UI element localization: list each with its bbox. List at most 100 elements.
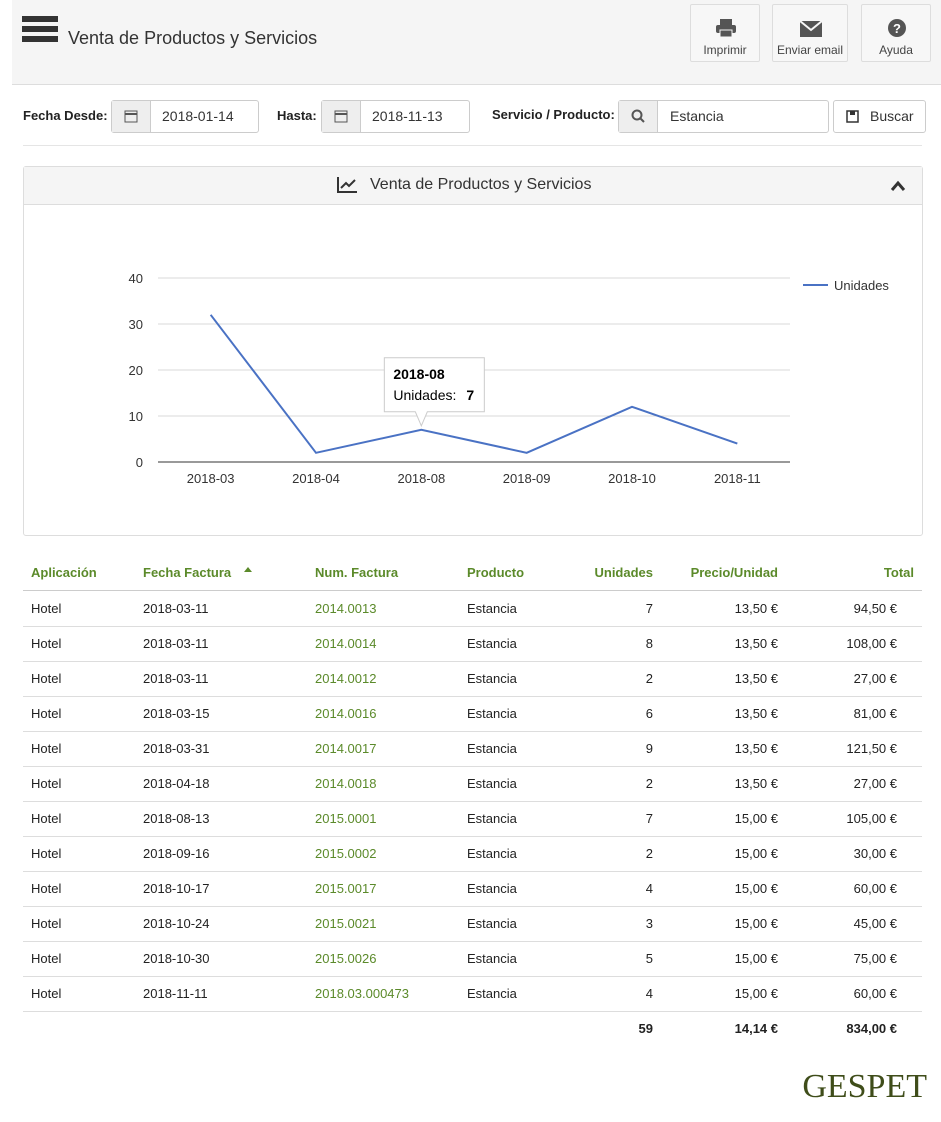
- button-label: Imprimir: [703, 43, 747, 57]
- date-input[interactable]: 2018-11-13: [321, 100, 470, 133]
- total-cell: 834,00 €: [846, 1021, 897, 1036]
- column-header[interactable]: Fecha Factura: [143, 565, 232, 580]
- table-cell: Hotel: [31, 811, 62, 826]
- chart: 0 10 20 30 40 2018-03 2018-04 2018-08 2018-09 201…: [129, 271, 890, 486]
- table-cell: 2: [645, 671, 653, 686]
- x-tick-label: 2018-03: [187, 471, 235, 486]
- invoice-link[interactable]: 2014.0013: [315, 601, 377, 616]
- invoice-link[interactable]: 2014.0016: [315, 706, 377, 721]
- table-cell: 8: [645, 636, 653, 651]
- print-button[interactable]: Imprimir: [690, 4, 760, 62]
- app-icon: [22, 16, 58, 42]
- invoice-link[interactable]: 2015.0001: [315, 811, 377, 826]
- table-cell: 27,00 €: [853, 776, 897, 791]
- table-cell: 15,00 €: [734, 951, 778, 966]
- table-cell: 15,00 €: [734, 916, 778, 931]
- x-tick-label: 2018-08: [397, 471, 445, 486]
- total-cell: 59: [638, 1021, 653, 1036]
- button-label: Enviar email: [776, 43, 844, 57]
- invoice-link[interactable]: 2014.0014: [315, 636, 377, 651]
- button-label: Buscar: [870, 108, 914, 124]
- table-cell: Hotel: [31, 776, 62, 791]
- table-cell: 15,00 €: [734, 846, 778, 861]
- table-cell: Hotel: [31, 671, 62, 686]
- table-cell: 81,00 €: [853, 706, 897, 721]
- x-tick-label: 2018-04: [292, 471, 340, 486]
- table-cell: 27,00 €: [853, 671, 897, 686]
- row-divider: [23, 590, 922, 591]
- table-cell: Hotel: [31, 636, 62, 651]
- panel-heading: [24, 167, 922, 205]
- logo: GESPET: [802, 1068, 927, 1105]
- button-label: Ayuda: [879, 43, 913, 57]
- email-button[interactable]: Enviar email: [772, 4, 848, 62]
- table-cell: Estancia: [467, 986, 517, 1001]
- table-cell: Estancia: [467, 916, 517, 931]
- table-cell: Estancia: [467, 671, 517, 686]
- table-cell: 2018-03-11: [143, 671, 209, 686]
- invoice-link[interactable]: 2015.0017: [315, 881, 377, 896]
- row-divider: [23, 871, 922, 872]
- row-divider: [23, 906, 922, 907]
- table-cell: 4: [645, 986, 653, 1001]
- table-cell: 121,50 €: [846, 741, 897, 756]
- invoice-link[interactable]: 2015.0002: [315, 846, 377, 861]
- invoice-link[interactable]: 2015.0026: [315, 951, 377, 966]
- table-cell: 2018-10-30: [143, 951, 210, 966]
- table-cell: 60,00 €: [853, 986, 897, 1001]
- table-cell: Estancia: [467, 881, 517, 896]
- row-divider: [23, 661, 922, 662]
- table-cell: 94,50 €: [853, 601, 897, 616]
- column-header[interactable]: Precio/Unidad: [690, 565, 778, 580]
- table-cell: Estancia: [467, 811, 517, 826]
- table-cell: 2: [645, 776, 653, 791]
- table-cell: Hotel: [31, 846, 62, 861]
- column-header[interactable]: Total: [883, 565, 914, 580]
- product-input[interactable]: Estancia: [618, 100, 829, 133]
- tooltip-label: Unidades:: [393, 387, 456, 403]
- row-divider: [23, 626, 922, 627]
- column-header[interactable]: Aplicación: [31, 565, 97, 580]
- x-tick-label: 2018-10: [608, 471, 656, 486]
- column-header[interactable]: Producto: [467, 565, 525, 580]
- y-tick-label: 40: [129, 271, 143, 286]
- table-cell: 2018-04-18: [143, 776, 210, 791]
- invoice-link[interactable]: 2015.0021: [315, 916, 377, 931]
- row-divider: [23, 836, 922, 837]
- panel-title: Venta de Productos y Servicios: [370, 176, 592, 193]
- filter-label: Servicio / Producto:: [492, 107, 615, 122]
- page-title: Venta de Productos y Servicios: [68, 28, 318, 48]
- help-button[interactable]: ? Ayuda: [861, 4, 931, 62]
- row-divider: [23, 801, 922, 802]
- table-cell: 13,50 €: [734, 636, 778, 651]
- input-value: Estancia: [670, 108, 724, 124]
- table-cell: 15,00 €: [734, 986, 778, 1001]
- search-button[interactable]: Buscar: [833, 100, 926, 133]
- column-header[interactable]: Num. Factura: [315, 565, 399, 580]
- input-value: 2018-11-13: [372, 108, 443, 124]
- table-cell: 60,00 €: [853, 881, 897, 896]
- table-cell: 2018-11-11: [143, 986, 208, 1001]
- date-input[interactable]: 2018-01-14: [111, 100, 259, 133]
- invoice-link[interactable]: 2014.0017: [315, 741, 377, 756]
- invoice-link[interactable]: 2014.0012: [315, 671, 377, 686]
- table-cell: 2018-09-16: [143, 846, 210, 861]
- table-cell: 2018-10-24: [143, 916, 210, 931]
- invoice-link[interactable]: 2018.03.000473: [315, 986, 409, 1001]
- y-tick-label: 10: [129, 409, 143, 424]
- filter-label: Hasta:: [277, 108, 317, 123]
- table-cell: Hotel: [31, 881, 62, 896]
- series-line: [209, 314, 738, 454]
- table-cell: 13,50 €: [734, 741, 778, 756]
- table-cell: 108,00 €: [846, 636, 897, 651]
- tooltip-title: 2018-08: [393, 366, 445, 382]
- collapse-icon[interactable]: [890, 180, 906, 192]
- column-header[interactable]: Unidades: [594, 565, 653, 580]
- table-cell: 2018-03-31: [143, 741, 210, 756]
- row-divider: [23, 941, 922, 942]
- table-cell: 105,00 €: [846, 811, 897, 826]
- divider: [23, 145, 922, 146]
- table-cell: 4: [645, 881, 653, 896]
- invoice-link[interactable]: 2014.0018: [315, 776, 377, 791]
- table-cell: Hotel: [31, 986, 62, 1001]
